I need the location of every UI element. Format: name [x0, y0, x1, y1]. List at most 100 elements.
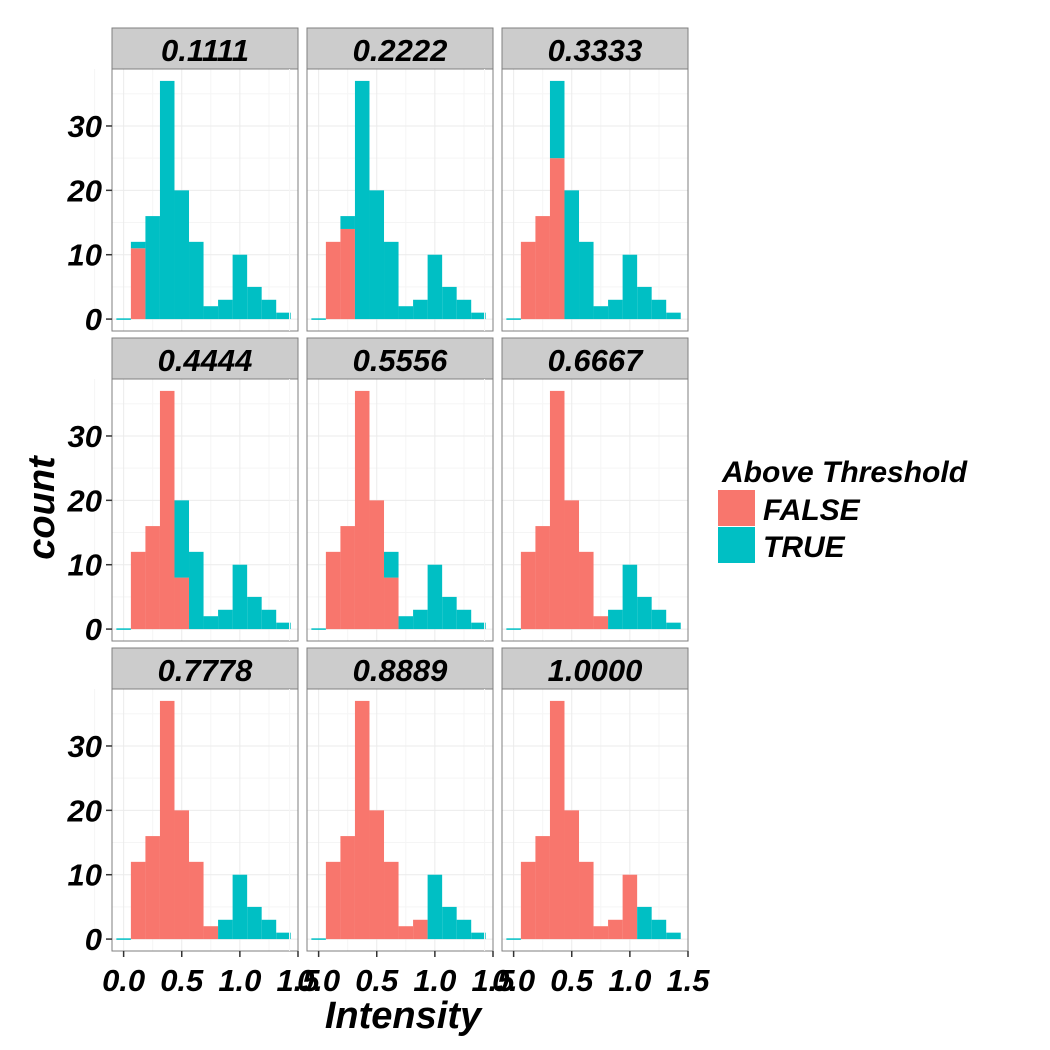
bar-false [564, 500, 580, 630]
y-tick-label: 20 [67, 793, 102, 828]
bar-true [666, 622, 681, 630]
bar-false [579, 551, 594, 630]
bar-true [354, 80, 370, 320]
panel-border [111, 68, 299, 332]
bar-true [247, 596, 262, 630]
bar-false [593, 926, 609, 940]
facet-label: 0.5556 [353, 343, 449, 378]
bar-false [622, 874, 638, 940]
bar-true [398, 306, 414, 320]
x-tick-label: 1.0 [413, 963, 456, 998]
facet-strip [306, 337, 494, 380]
facet-strip [111, 337, 299, 380]
y-tick-label: 0 [85, 922, 102, 957]
facet-label: 0.7778 [158, 653, 254, 688]
facet-strip [501, 647, 689, 690]
bar-true [340, 216, 355, 229]
facet-panels: 0.1111 0.2222 0.3333 0.4444 0.5556 0.6667 0.77… [94, 27, 689, 952]
bar-false [535, 526, 550, 630]
x-tick-label: 1.0 [218, 963, 261, 998]
facet-label: 0.2222 [353, 33, 448, 68]
bar-true [232, 254, 248, 320]
bar-true [369, 190, 385, 320]
facet-panel: 0.5556 [289, 337, 494, 642]
bar-true [427, 254, 443, 320]
x-tick-label: 0.5 [160, 963, 204, 998]
bar-false [174, 810, 190, 940]
facet-label: 1.0000 [548, 653, 643, 688]
bar-true [261, 609, 277, 630]
bar-true [608, 609, 623, 630]
y-tick-label: 0 [85, 302, 102, 337]
bar-false [520, 241, 536, 320]
bar-true [218, 299, 233, 320]
bar-true [247, 906, 262, 940]
panel-border [501, 68, 689, 332]
bar-false [130, 248, 146, 320]
y-axis-title: count [21, 455, 63, 560]
bar-true [666, 312, 681, 320]
bar-true [442, 286, 457, 320]
bar-false [579, 861, 594, 940]
bar-true [608, 299, 623, 320]
bar-true [637, 596, 652, 630]
bar-false [340, 228, 355, 320]
bar-true [276, 622, 291, 630]
panel-border [501, 688, 689, 952]
bar-false [159, 700, 175, 940]
bar-false [384, 577, 399, 630]
facet-panel: 0.3333 [484, 27, 689, 332]
x-tick-label: 0.0 [297, 963, 340, 998]
bar-false [608, 919, 623, 940]
bar-true [593, 306, 609, 320]
bar-false [130, 551, 146, 630]
bar-true [651, 609, 667, 630]
bar-true [276, 932, 291, 940]
bar-false [520, 861, 536, 940]
bar-true [189, 241, 204, 320]
bar-false [174, 577, 190, 630]
bar-true [471, 312, 486, 320]
bar-false [549, 158, 565, 320]
y-tick-label: 10 [68, 548, 102, 583]
facet-panel: 0.1111 [94, 27, 299, 332]
bar-false [340, 526, 355, 630]
x-tick-label: 0.5 [550, 963, 594, 998]
bar-true [442, 906, 457, 940]
bar-false [354, 390, 370, 630]
bar-false [549, 390, 565, 630]
panel-border [306, 688, 494, 952]
bar-true [622, 564, 638, 630]
bar-false [159, 390, 175, 630]
y-tick-label: 30 [68, 419, 102, 454]
bar-false [145, 836, 160, 940]
bar-false [145, 526, 160, 630]
y-tick-label: 20 [67, 173, 102, 208]
bar-true [427, 874, 443, 940]
legend-label-true: TRUE [763, 531, 846, 564]
bar-true [261, 299, 277, 320]
y-tick-label: 20 [67, 483, 102, 518]
panel-border [111, 378, 299, 642]
bar-false [535, 836, 550, 940]
x-tick-label: 0.5 [355, 963, 399, 998]
y-tick-label: 30 [68, 109, 102, 144]
legend-title: Above Threshold [721, 456, 968, 489]
bar-true [203, 306, 219, 320]
x-tick-label: 1.0 [608, 963, 651, 998]
panel-border [501, 378, 689, 642]
facet-label: 0.3333 [548, 33, 643, 68]
bar-false [325, 551, 341, 630]
bar-false [340, 836, 355, 940]
facet-label: 0.4444 [158, 343, 253, 378]
facet-strip [501, 27, 689, 70]
bar-true [456, 299, 472, 320]
bar-false [369, 810, 385, 940]
bar-true [398, 616, 414, 630]
bar-true [471, 622, 486, 630]
bar-false [398, 926, 414, 940]
x-tick-label: 0.0 [492, 963, 535, 998]
y-tick-label: 10 [68, 858, 102, 893]
